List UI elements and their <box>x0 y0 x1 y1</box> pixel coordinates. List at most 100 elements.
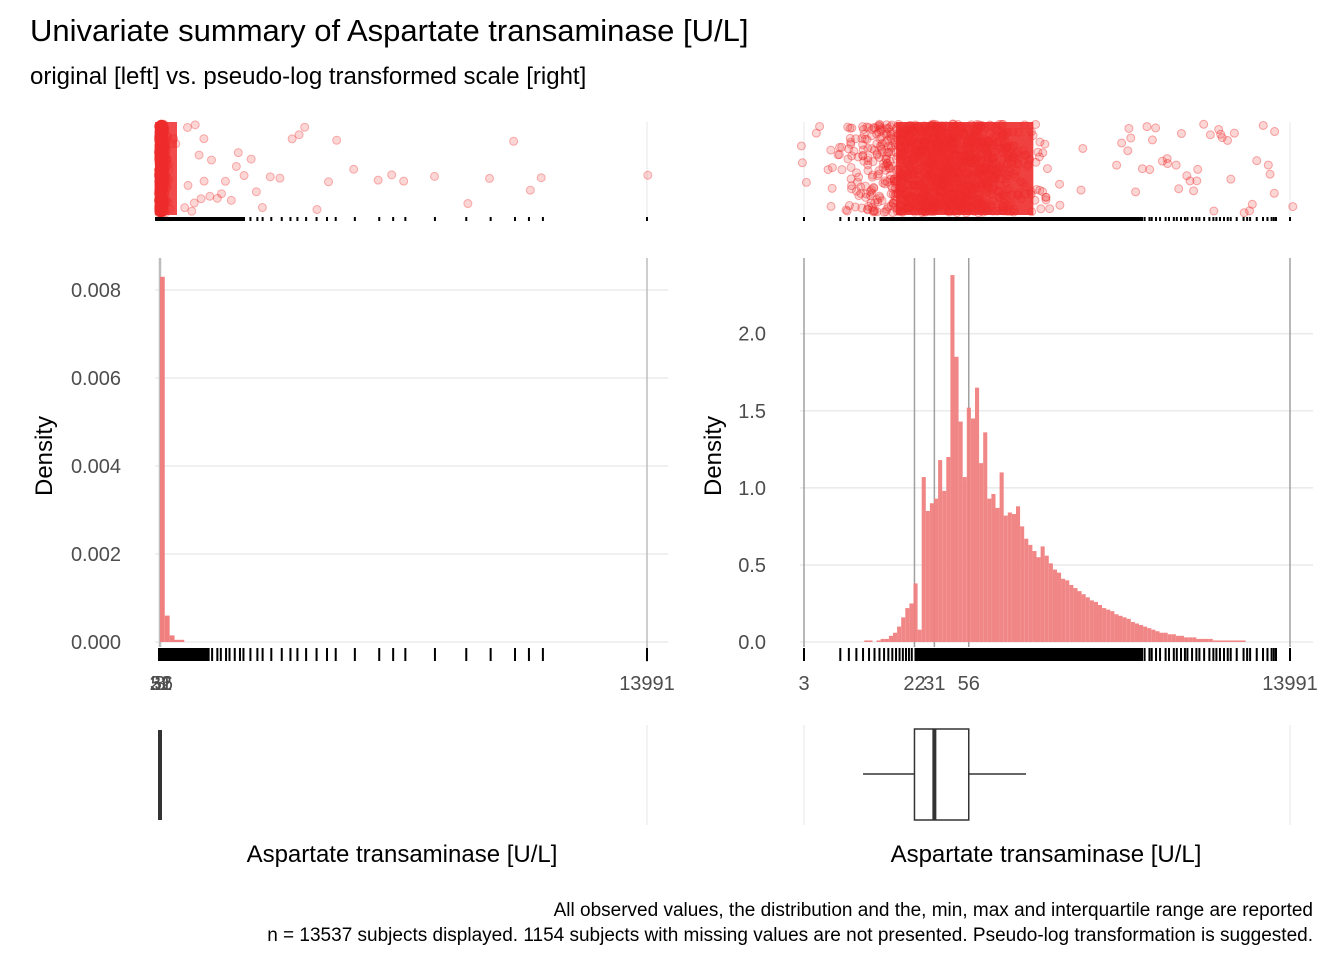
jitter-point <box>958 131 968 141</box>
jitter-point <box>901 173 911 183</box>
jitter-point <box>928 202 938 212</box>
jitter-point <box>920 140 930 150</box>
jitter-point <box>879 207 889 217</box>
jitter-point <box>987 162 997 172</box>
jitter-point <box>949 192 959 202</box>
jitter-point <box>1020 181 1030 191</box>
jitter-point <box>949 131 959 141</box>
jitter-point <box>959 181 969 191</box>
jitter-point <box>1147 135 1157 145</box>
jitter-point <box>960 193 970 203</box>
jitter-point <box>990 174 1000 184</box>
jitter-point <box>1209 206 1219 216</box>
jitter-point <box>959 157 969 167</box>
jitter-point <box>907 136 917 146</box>
histogram-bar <box>991 494 996 642</box>
jitter-point <box>921 198 931 208</box>
jitter-point <box>945 135 955 145</box>
jitter-point <box>921 203 931 213</box>
jitter-point <box>964 196 974 206</box>
jitter-point <box>332 135 342 145</box>
jitter-point <box>924 163 934 173</box>
jitter-point <box>914 165 924 175</box>
jitter-point <box>909 126 919 136</box>
jitter-point <box>968 171 978 181</box>
jitter-point <box>1076 185 1086 195</box>
jitter-point <box>986 185 996 195</box>
histogram-bar <box>1110 611 1115 642</box>
jitter-point <box>900 138 910 148</box>
jitter-point <box>1035 137 1045 147</box>
jitter-point <box>929 132 939 142</box>
jitter-point <box>1013 159 1023 169</box>
jitter-point <box>954 178 964 188</box>
jitter-point <box>951 135 961 145</box>
jitter-point <box>937 178 947 188</box>
histogram-bar <box>966 407 971 642</box>
histogram-bar <box>958 421 963 642</box>
jitter-point <box>962 158 972 168</box>
jitter-point <box>1182 171 1192 181</box>
jitter-point <box>893 119 903 129</box>
jitter-point <box>924 139 934 149</box>
jitter-point <box>857 203 867 213</box>
jitter-point <box>889 174 899 184</box>
jitter-point <box>944 130 954 140</box>
jitter-point <box>885 170 895 180</box>
histogram-bar <box>950 275 955 642</box>
jitter-point <box>955 141 965 151</box>
jitter-point <box>973 121 983 131</box>
jitter-point <box>1038 148 1048 158</box>
jitter-point <box>976 122 986 132</box>
jitter-point <box>921 187 931 197</box>
jitter-point <box>927 133 937 143</box>
jitter-point <box>862 204 872 214</box>
right-rug-dense <box>879 217 1143 221</box>
jitter-point <box>968 130 978 140</box>
jitter-point <box>933 175 943 185</box>
jitter-point <box>917 127 927 137</box>
jitter-point <box>962 178 972 188</box>
jitter-point <box>1189 186 1199 196</box>
jitter-point <box>893 136 903 146</box>
jitter-point <box>971 193 981 203</box>
jitter-point <box>1008 169 1018 179</box>
jitter-point <box>930 187 940 197</box>
jitter-point <box>929 164 939 174</box>
jitter-point <box>1005 151 1015 161</box>
jitter-point <box>895 183 905 193</box>
jitter-point <box>886 133 896 143</box>
jitter-point <box>972 152 982 162</box>
jitter-point <box>942 201 952 211</box>
jitter-point <box>928 129 938 139</box>
jitter-point <box>897 130 907 140</box>
jitter-point <box>932 120 942 130</box>
jitter-point <box>971 155 981 165</box>
jitter-point <box>972 177 982 187</box>
jitter-point <box>1018 178 1028 188</box>
jitter-point <box>891 154 901 164</box>
jitter-point <box>921 201 931 211</box>
jitter-point <box>922 162 932 172</box>
jitter-point <box>1142 122 1152 132</box>
jitter-point <box>862 122 872 132</box>
jitter-point <box>937 171 947 181</box>
jitter-point <box>959 195 969 205</box>
histogram-bar <box>888 635 893 642</box>
jitter-point <box>981 175 991 185</box>
histogram-bar <box>1114 614 1119 642</box>
jitter-point <box>911 190 921 200</box>
jitter-point <box>917 135 927 145</box>
jitter-point <box>921 126 931 136</box>
jitter-point <box>1014 190 1024 200</box>
histogram-bar <box>1229 640 1234 642</box>
jitter-point <box>990 166 1000 176</box>
jitter-point <box>934 159 944 169</box>
histogram-bar <box>1015 506 1021 642</box>
jitter-point <box>872 150 882 160</box>
histogram-bar <box>1102 608 1107 642</box>
jitter-point <box>182 123 192 133</box>
jitter-point <box>963 206 973 216</box>
jitter-point <box>932 132 942 142</box>
